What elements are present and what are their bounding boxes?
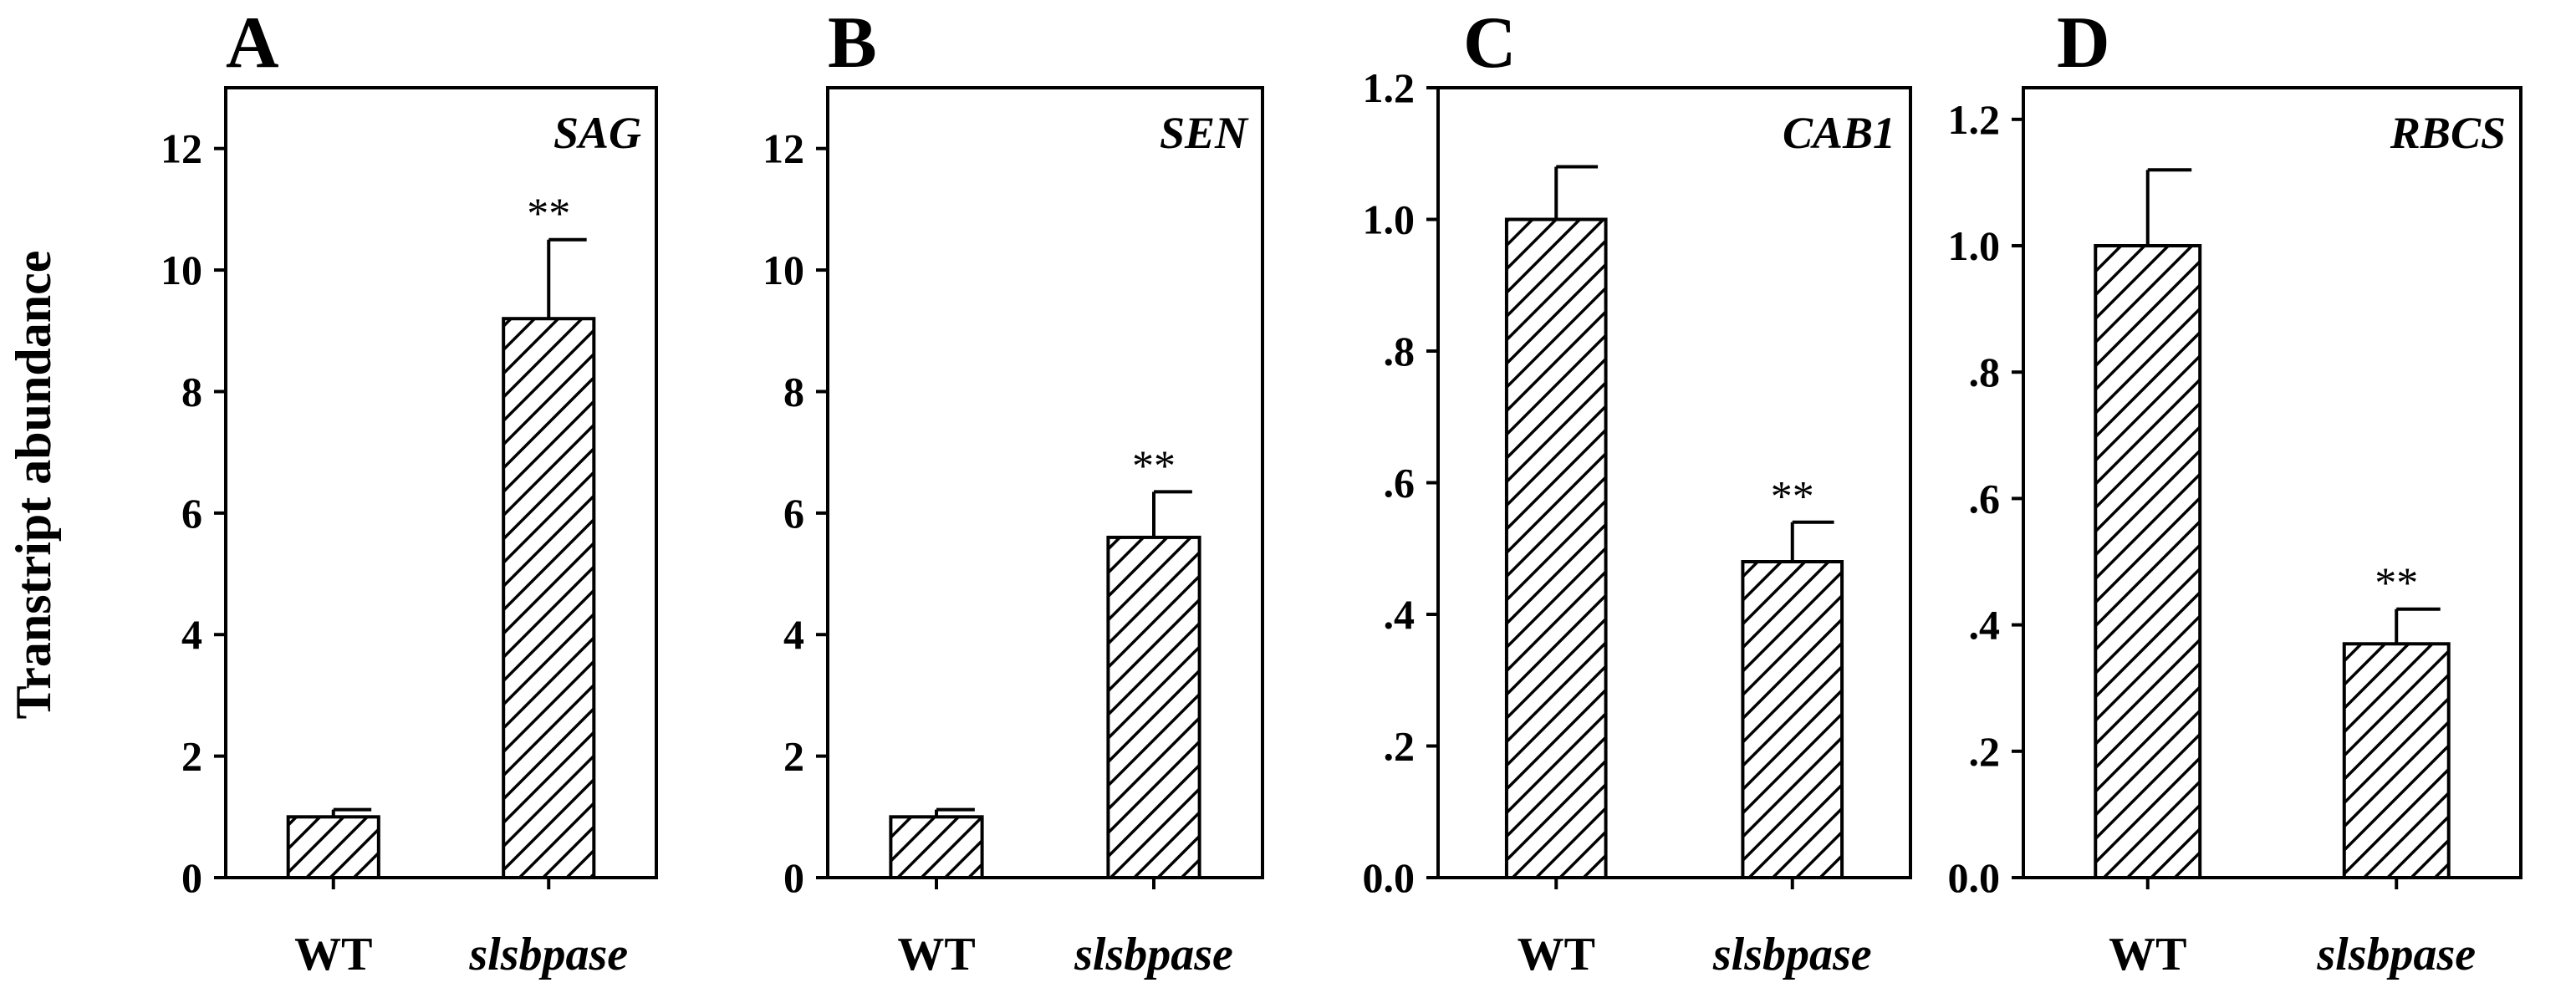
bar-slsbpase: [1741, 560, 1844, 879]
y-tick-label: 2: [181, 733, 202, 780]
y-tick-label: .8: [1384, 328, 1416, 374]
panel-title: SEN: [1160, 108, 1249, 158]
panel-letter: B: [828, 3, 877, 84]
bar-slsbpase: [2342, 642, 2451, 880]
y-tick-label: 8: [181, 368, 202, 415]
category-label: slsbpase: [1074, 929, 1233, 980]
plot-frame: [2022, 86, 2522, 879]
y-tick-label: 8: [783, 368, 804, 415]
y-tick-label: .8: [1969, 349, 2001, 395]
y-tick-label: .2: [1969, 728, 2001, 775]
panel-a: A 0 2 4 6 8 10 12 WT ** slsbpase SAG: [161, 3, 658, 980]
plot-frame: [826, 86, 1264, 879]
significance-marker: **: [527, 191, 570, 238]
panel-letter: C: [1463, 3, 1517, 84]
y-tick-label: 1.2: [1363, 64, 1416, 111]
panel-b: B 0 2 4 6 8 10 12 WT ** slsbpase SEN: [763, 3, 1264, 980]
y-tick-label: 1.2: [1948, 96, 2001, 143]
y-tick-label: 4: [783, 611, 804, 658]
category-label: WT: [294, 929, 372, 980]
y-tick-label: 6: [181, 490, 202, 537]
y-tick-label: 0.0: [1948, 854, 2001, 901]
panel-d: D 0.0 .2 .4 .6 .8 1.0 1.2 WT ** slsbpase RBCS: [1948, 3, 2522, 980]
y-tick-label: .4: [1969, 602, 2001, 649]
panel-letter: D: [2057, 3, 2110, 84]
category-label: slsbpase: [2316, 929, 2476, 980]
y-tick-label: 1.0: [1948, 222, 2001, 269]
panel-title: RBCS: [2390, 108, 2506, 158]
panel-letter: A: [226, 3, 279, 84]
plot-frame: [224, 86, 658, 879]
y-tick-label: .4: [1384, 591, 1416, 638]
panel-c: C 0.0 .2 .4 .6 .8 1.0 1.2 WT ** slsbpase CAB1: [1363, 3, 1912, 980]
y-tick-label: 12: [161, 125, 202, 172]
y-tick-label: 6: [783, 490, 804, 537]
bar-WT: [2094, 244, 2202, 879]
y-tick-label: 0: [181, 854, 202, 901]
y-tick-label: .6: [1384, 460, 1416, 507]
panel-title: SAG: [553, 108, 641, 158]
bar-slsbpase: [1106, 535, 1201, 880]
significance-marker: **: [2375, 560, 2418, 608]
bar-slsbpase: [502, 317, 596, 879]
significance-marker: **: [1132, 442, 1176, 490]
category-label: WT: [2109, 929, 2186, 980]
bar-WT: [286, 815, 380, 879]
category-label: slsbpase: [468, 929, 628, 980]
category-label: slsbpase: [1712, 929, 1872, 980]
y-tick-label: 10: [161, 247, 202, 293]
bar-WT: [889, 815, 984, 879]
y-tick-label: 0: [783, 854, 804, 901]
category-label: WT: [897, 929, 975, 980]
y-tick-label: .2: [1384, 723, 1416, 770]
panel-title: CAB1: [1783, 108, 1895, 158]
category-label: WT: [1518, 929, 1595, 980]
y-tick-label: 12: [763, 125, 804, 172]
y-tick-label: 1.0: [1363, 196, 1416, 243]
y-tick-label: .6: [1969, 475, 2001, 522]
y-tick-label: 2: [783, 733, 804, 780]
significance-marker: **: [1771, 473, 1814, 521]
bar-WT: [1504, 217, 1608, 879]
y-tick-label: 4: [181, 611, 202, 658]
y-tick-label: 0.0: [1363, 854, 1416, 901]
y-tick-label: 10: [763, 247, 804, 293]
figure-ylabel: Transtript abundance: [6, 251, 61, 720]
